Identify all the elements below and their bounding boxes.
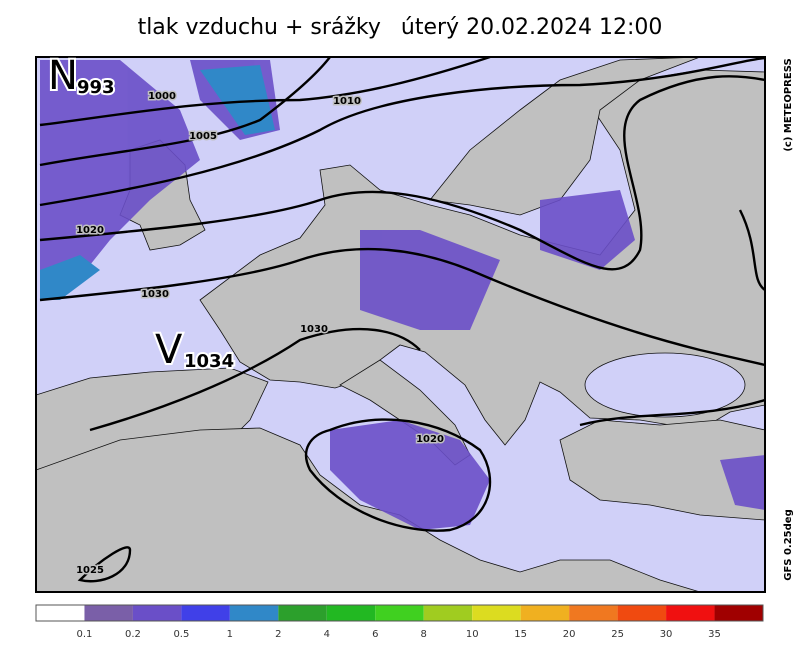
- colorbar-label: 6: [372, 629, 378, 640]
- colorbar-segment: [326, 605, 376, 621]
- black-sea: [584, 352, 746, 418]
- colorbar-segment: [617, 605, 667, 621]
- colorbar-segment: [472, 605, 521, 621]
- colorbar-segment: [229, 605, 279, 621]
- colorbar-label: 20: [563, 629, 576, 640]
- colorbar-label: 25: [611, 629, 624, 640]
- colorbar-label: 8: [421, 629, 427, 640]
- heavier-precipitation: [40, 65, 275, 300]
- colorbar-label: 4: [324, 629, 330, 640]
- isobar-label: 1030: [300, 324, 328, 335]
- colorbar-label: 2: [275, 629, 281, 640]
- land-turkey: [559, 419, 765, 521]
- colorbar-segment: [714, 605, 763, 621]
- pressure-value: 1034: [184, 351, 234, 372]
- colorbar-segment: [84, 605, 133, 621]
- colorbar-segment: [278, 605, 327, 621]
- colorbar-label: 0.5: [173, 629, 189, 640]
- isobar-label: 1030: [141, 289, 169, 300]
- colorbar-label: 35: [708, 629, 721, 640]
- colorbar-segment: [36, 605, 85, 621]
- model-label: GFS 0.25deg: [783, 509, 794, 581]
- colorbar-label: 30: [660, 629, 673, 640]
- colorbar-segment: [520, 605, 570, 621]
- colorbar-segment: [181, 605, 230, 621]
- isobar-label: 1020: [416, 434, 444, 445]
- copyright: (c) METEOPRESS: [783, 58, 794, 151]
- colorbar-label: 15: [514, 629, 527, 640]
- colorbar-segment: [423, 605, 473, 621]
- isobar-label: 1025: [76, 565, 104, 576]
- datetime-text: úterý 20.02.2024 12:00: [401, 15, 663, 40]
- colorbar-label: 1: [227, 629, 233, 640]
- isobar-label: 1010: [333, 96, 361, 107]
- colorbar-segment: [132, 605, 182, 621]
- isobar-label: 1020: [76, 225, 104, 236]
- map-frame: [35, 56, 766, 593]
- isobar-label: 1005: [189, 131, 217, 142]
- map-area: [36, 57, 765, 592]
- colorbar-label: 0.1: [77, 629, 93, 640]
- pressure-letter: N: [48, 53, 78, 99]
- colorbar-segment: [375, 605, 424, 621]
- colorbar-segment: [666, 605, 715, 621]
- map-title: tlak vzduchu + srážky úterý 20.02.2024 12…: [138, 15, 663, 40]
- colorbar-label: 10: [466, 629, 479, 640]
- isobar-label: 1000: [148, 91, 176, 102]
- colorbar-frame: [35, 604, 764, 622]
- title-text: tlak vzduchu + srážky: [138, 15, 381, 40]
- isobars: [39, 57, 765, 583]
- pressure-value: 993: [77, 77, 115, 98]
- pressure-letter: V: [155, 327, 183, 373]
- colorbar-segment: [569, 605, 618, 621]
- colorbar-label: 0.2: [125, 629, 141, 640]
